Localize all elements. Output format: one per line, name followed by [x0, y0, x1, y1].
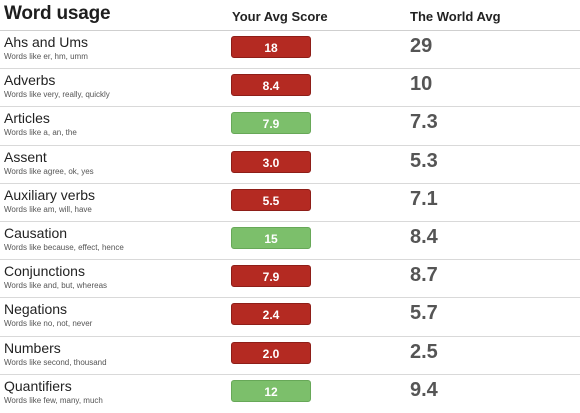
category-name: Conjunctions [4, 263, 85, 280]
page-title: Word usage [4, 3, 111, 24]
table-row: Conjunctions Words like and, but, wherea… [0, 260, 580, 299]
your-score-badge: 7.9 [231, 265, 311, 288]
category-examples: Words like and, but, whereas [4, 281, 108, 291]
category-name: Negations [4, 301, 68, 318]
your-score-badge: 15 [231, 226, 311, 249]
table-row: Articles Words like a, an, the 7.9 7.3 [0, 107, 580, 146]
world-avg-value: 8.4 [410, 225, 438, 248]
table-row: Ahs and Ums Words like er, hm, umm 18 29 [0, 31, 580, 70]
world-avg-value: 9.4 [410, 378, 438, 401]
table-header: Word usage Your Avg Score The World Avg [0, 0, 580, 30]
table-row: Auxiliary verbs Words like am, will, hav… [0, 184, 580, 222]
category-name: Articles [4, 110, 50, 127]
table-row: Quantifiers Words like few, many, much 1… [0, 375, 580, 413]
world-avg-value: 8.7 [410, 264, 438, 287]
world-avg-value: 7.1 [410, 187, 438, 210]
category-name: Auxiliary verbs [4, 186, 96, 203]
category-name: Causation [4, 224, 68, 241]
word-usage-table: Ahs and Ums Words like er, hm, umm 18 29… [0, 31, 580, 413]
category-examples: Words like very, really, quickly [4, 90, 110, 100]
category-name: Quantifiers [4, 377, 72, 394]
table-row: Adverbs Words like very, really, quickly… [0, 69, 580, 108]
category-examples: Words like no, not, never [4, 319, 93, 329]
category-examples: Words like agree, ok, yes [4, 166, 94, 176]
your-avg-score-header: Your Avg Score [232, 9, 328, 24]
table-row: Assent Words like agree, ok, yes 3.0 5.3 [0, 146, 580, 184]
table-row: Causation Words like because, effect, he… [0, 222, 580, 261]
table-row: Numbers Words like second, thousand 2.0 … [0, 337, 580, 375]
your-score-badge: 2.0 [231, 341, 311, 364]
category-examples: Words like second, thousand [4, 357, 107, 367]
your-score-badge: 5.5 [231, 188, 311, 211]
category-examples: Words like few, many, much [4, 395, 103, 405]
world-avg-value: 5.3 [410, 149, 438, 172]
your-score-badge: 2.4 [231, 303, 311, 326]
category-name: Ahs and Ums [4, 34, 89, 50]
category-name: Adverbs [4, 72, 56, 89]
world-avg-value: 10 [410, 73, 433, 96]
category-examples: Words like er, hm, umm [4, 52, 88, 61]
header-divider [0, 30, 580, 31]
category-examples: Words like am, will, have [4, 204, 92, 214]
your-score-badge: 18 [231, 36, 311, 58]
world-avg-value: 2.5 [410, 340, 438, 363]
world-avg-value: 5.7 [410, 302, 438, 325]
category-name: Assent [4, 148, 47, 165]
category-examples: Words like because, effect, hence [4, 242, 124, 252]
world-avg-header: The World Avg [410, 9, 501, 24]
table-row: Negations Words like no, not, never 2.4 … [0, 298, 580, 337]
world-avg-value: 29 [410, 35, 433, 57]
category-name: Numbers [4, 339, 61, 356]
your-score-badge: 3.0 [231, 150, 311, 173]
your-score-badge: 8.4 [231, 74, 311, 97]
your-score-badge: 7.9 [231, 112, 311, 135]
world-avg-value: 7.3 [410, 111, 438, 134]
category-examples: Words like a, an, the [4, 128, 77, 138]
your-score-badge: 12 [231, 379, 311, 402]
